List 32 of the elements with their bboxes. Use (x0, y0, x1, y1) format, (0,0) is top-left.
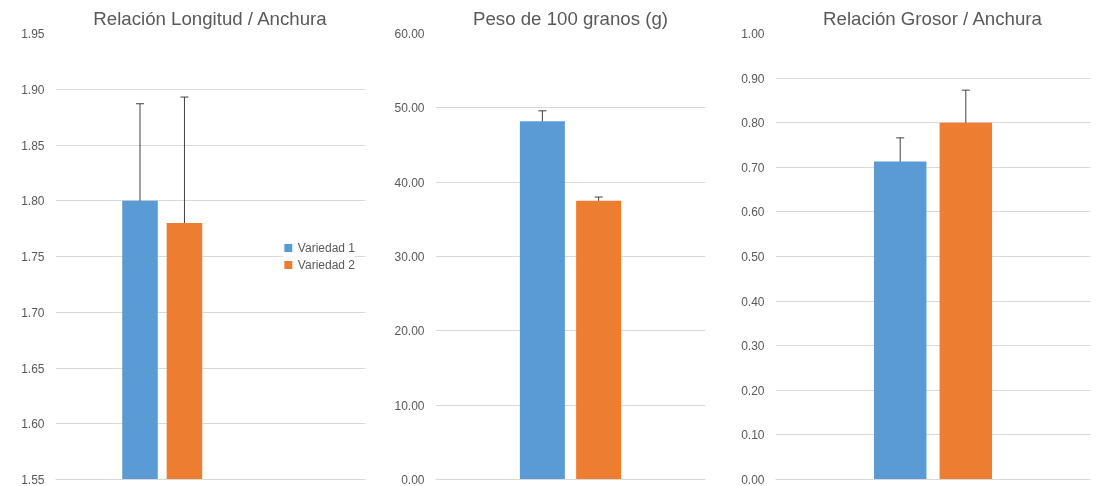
y-tick-label: 0.00 (401, 473, 425, 486)
y-tick-label: 20.00 (394, 324, 425, 339)
y-tick-label: 0.10 (741, 428, 765, 443)
y-tick-label: 0.60 (741, 205, 765, 220)
y-tick-label: 0.50 (741, 250, 765, 264)
y-tick-label: 0.80 (741, 116, 765, 131)
chart-title: Relación Longitud / Anchura (93, 7, 328, 29)
y-tick-label: 30.00 (394, 250, 425, 264)
y-tick-label: 60.00 (394, 27, 425, 41)
legend-label: Variedad 2 (297, 257, 355, 272)
y-tick-label: 1.00 (741, 27, 765, 41)
y-tick-label: 0.70 (741, 160, 765, 175)
y-tick-label: 1.60 (21, 417, 45, 432)
y-tick-label: 0.30 (741, 339, 765, 354)
y-tick-label: 50.00 (394, 101, 425, 116)
y-tick-label: 0.00 (741, 473, 765, 486)
y-tick-label: 1.55 (21, 473, 45, 486)
y-tick-label: 1.65 (21, 361, 45, 376)
y-tick-label: 0.20 (741, 383, 765, 398)
y-tick-label: 1.85 (21, 138, 45, 153)
y-tick-label: 40.00 (394, 175, 425, 190)
y-tick-label: 1.95 (21, 27, 45, 41)
y-tick-label: 1.80 (21, 194, 45, 209)
y-tick-label: 0.90 (741, 71, 765, 86)
chart-title: Relación Grosor / Anchura (823, 7, 1043, 29)
chart-title: Peso de 100 granos (g) (473, 7, 668, 29)
y-tick-label: 10.00 (394, 398, 425, 413)
y-tick-label: 1.90 (21, 82, 45, 97)
y-tick-label: 1.75 (21, 250, 45, 264)
legend-label: Variedad 1 (297, 240, 355, 255)
y-tick-label: 0.40 (741, 294, 765, 309)
y-tick-label: 1.70 (21, 305, 45, 320)
